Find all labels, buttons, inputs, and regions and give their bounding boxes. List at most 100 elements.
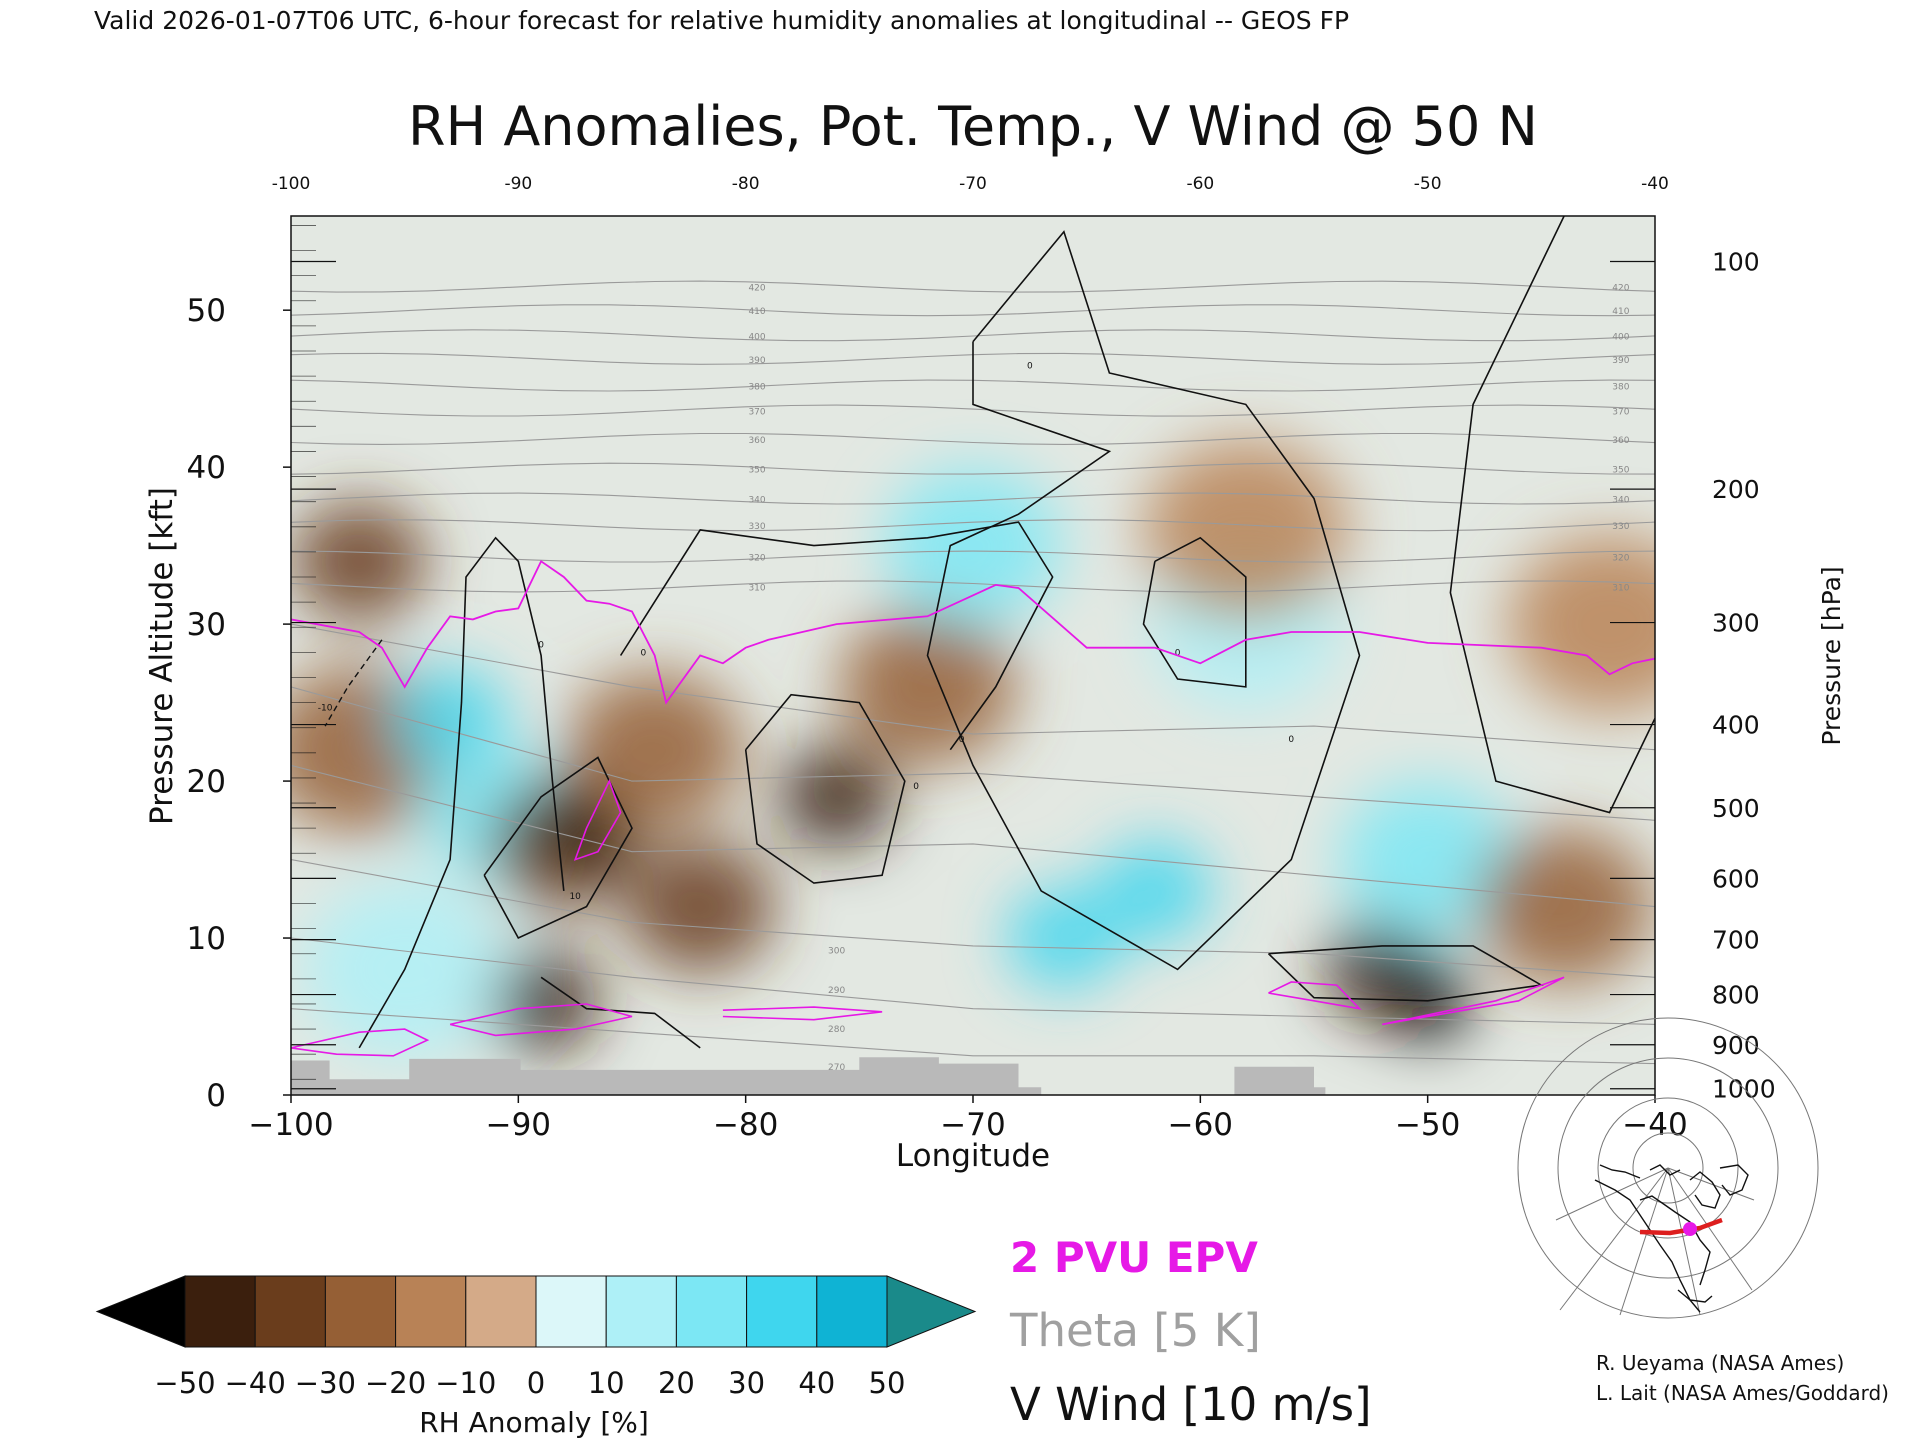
rh-anomaly-blob [1475,828,1653,985]
theta-contour-label: 410 [748,307,765,317]
colorbar-tick-label: −30 [295,1366,356,1400]
colorbar: −50 −40 −30 −20 −10 0 10 20 30 40 50 [95,1275,977,1400]
y-axis-label-right: Pressure [hPa] [1817,566,1846,745]
colorbar-segment [465,1275,537,1348]
x-tick-label: −80 [713,1107,778,1143]
vwind-contour-line [1142,536,1247,688]
x-axis: −100 −90 −80 −70 −60 −50 −40 [248,1095,1688,1143]
y-tick-label: 20 [187,764,226,800]
theta-contour-line [291,304,1655,317]
x-tick-label: −90 [486,1107,551,1143]
rh-anomaly-blob [884,467,1062,624]
vwind-contour-label: 0 [1175,649,1181,659]
header-line: Valid 2026-01-07T06 UTC, 6-hour forecast… [94,6,1349,35]
legend-epv: 2 PVU EPV [1010,1233,1258,1282]
rh-anomaly-blob [1339,781,1517,938]
epv-2pvu-line [449,1003,633,1037]
rh-anomaly-blob [1006,887,1122,990]
theta-contour-label: 370 [748,408,765,418]
theta-contour-label: 320 [748,554,765,564]
vwind-contour-line [540,976,701,1049]
theta-contour-label: 360 [1612,436,1629,446]
theta-contour-label: 350 [1612,466,1629,476]
credit-line-2: L. Lait (NASA Ames/Goddard) [1596,1381,1889,1405]
rh-anomaly-blob [778,745,895,848]
rh-anomaly-field [291,439,1655,1060]
theta-contour-line [291,280,1655,293]
theta-contour-label: 390 [1612,356,1629,366]
vwind-contour-line [1449,216,1655,814]
x-tick-label: −100 [248,1107,333,1143]
y-axis-left: 0 10 20 30 40 50 [187,293,291,1114]
pressure-tick-label: 300 [1712,609,1760,638]
vwind-contour-label: 0 [538,641,544,651]
pressure-tick-label: 900 [1712,1031,1760,1060]
terrain-shading [291,1057,1326,1095]
y-tick-label: 10 [187,921,226,957]
y-tick-label: 40 [187,450,226,486]
colorbar-segment [254,1275,326,1348]
colorbar-segment [605,1275,677,1348]
theta-contour-label: 400 [748,332,765,342]
pressure-tick-label: 400 [1712,711,1760,740]
theta-contour-label: 300 [828,947,845,957]
theta-contour-label: 310 [748,583,765,593]
vwind-contour-line [619,521,1054,751]
pressure-tick-label: 500 [1712,794,1760,823]
theta-contour-line [291,492,1655,505]
colorbar-tick-label: −20 [365,1366,426,1400]
colorbar-tick-label: −10 [435,1366,496,1400]
vwind-contour-label: -10 [318,703,333,713]
epv-contour [291,559,1655,1057]
x-top-tick-label: -100 [272,174,311,194]
chart-title: RH Anomalies, Pot. Temp., V Wind @ 50 N [408,95,1538,158]
epv-2pvu-line [573,779,622,861]
vwind-contour-line [744,693,906,884]
theta-contour-label: 280 [828,1025,845,1035]
colorbar-segment [816,1275,888,1348]
pressure-tick-label: 800 [1712,981,1760,1010]
colorbar-tick-label: 20 [658,1366,695,1400]
theta-contour-line [291,404,1655,417]
theta-contour-line [291,519,1655,532]
theta-contour-line [291,462,1655,475]
theta-contour-label: 420 [1612,284,1629,294]
theta-contour-label: 420 [748,284,765,294]
theta-contour-label: 340 [748,496,765,506]
locator-map-center-dot [1683,1222,1697,1236]
colorbar-label: RH Anomaly [%] [419,1406,649,1439]
theta-contour-label: 410 [1612,307,1629,317]
colorbar-segment [535,1275,607,1348]
y-tick-label: 50 [187,293,226,329]
colorbar-segment [746,1275,818,1348]
credit-line-1: R. Ueyama (NASA Ames) [1596,1351,1844,1375]
theta-contour-label: 270 [828,1063,845,1073]
pressure-tick-label: 600 [1712,864,1760,893]
theta-contour-label: 370 [1612,408,1629,418]
pressure-tick-label: 200 [1712,475,1760,504]
theta-contour-label: 330 [1612,522,1629,532]
epv-2pvu-line [1382,976,1565,1026]
epv-2pvu-line [722,1006,883,1021]
colorbar-tick-label: 40 [798,1366,835,1400]
x-top-tick-label: -50 [1414,174,1442,194]
colorbar-segment [324,1275,397,1348]
theta-contour-label: 390 [748,356,765,366]
rh-anomaly-blob [566,671,744,828]
theta-contour-label: 360 [748,436,765,446]
vwind-contour-line [358,536,565,1049]
theta-contour-label: 380 [748,383,765,393]
colorbar-tick-label: 50 [869,1366,906,1400]
vwind-contour-label: 0 [1027,361,1033,371]
theta-contour-label: 350 [748,466,765,476]
colorbar-high-arrow [886,1275,977,1348]
epv-2pvu-line [291,1028,430,1057]
theta-contour-line [291,859,1655,978]
epv-2pvu-line [1268,981,1362,1010]
x-top-tick-label: -70 [959,174,987,194]
theta-contour-label: 310 [1612,583,1629,593]
rh-anomaly-blobs [291,439,1655,1060]
rh-anomaly-blob [839,608,1016,765]
